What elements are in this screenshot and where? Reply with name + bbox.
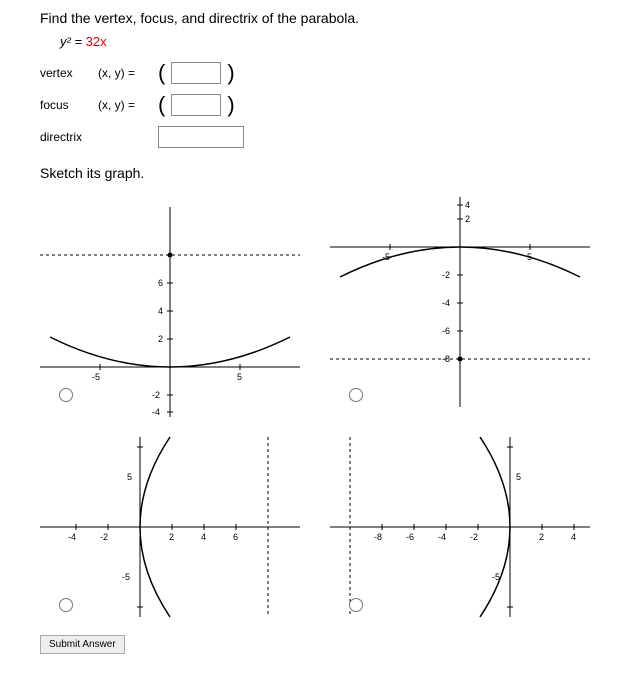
svg-text:4: 4	[465, 200, 470, 210]
svg-text:-6: -6	[406, 532, 414, 542]
graph-radio-2[interactable]	[349, 388, 363, 402]
svg-text:4: 4	[201, 532, 206, 542]
paren-close: )	[227, 62, 234, 84]
y-ticks: 2 4 -2 -4 -6 -8	[442, 200, 470, 364]
dash-marker	[458, 357, 463, 362]
svg-text:-6: -6	[442, 326, 450, 336]
svg-text:-2: -2	[100, 532, 108, 542]
svg-text:-4: -4	[68, 532, 76, 542]
sketch-prompt: Sketch its graph.	[40, 165, 586, 181]
equation: y² = 32x	[60, 34, 586, 49]
svg-text:2: 2	[169, 532, 174, 542]
svg-text:4: 4	[158, 306, 163, 316]
paren-open: (	[158, 62, 165, 84]
graph-option-4: -8 -6 -4 -2 2 4 5 -5	[320, 427, 600, 627]
focus-input[interactable]	[171, 94, 221, 116]
svg-text:-4: -4	[152, 407, 160, 417]
graph-radio-1[interactable]	[59, 388, 73, 402]
svg-text:-5: -5	[122, 572, 130, 582]
dash-marker	[168, 253, 173, 258]
equation-rhs: 32x	[86, 34, 107, 49]
svg-text:5: 5	[516, 472, 521, 482]
svg-text:2: 2	[465, 214, 470, 224]
vertex-xy-label: (x, y) =	[98, 66, 152, 80]
svg-text:-2: -2	[442, 270, 450, 280]
svg-text:2: 2	[158, 334, 163, 344]
svg-text:-4: -4	[438, 532, 446, 542]
focus-xy-label: (x, y) =	[98, 98, 152, 112]
svg-text:-5: -5	[92, 372, 100, 382]
svg-text:5: 5	[127, 472, 132, 482]
graph-option-3: -4 -2 2 4 6 5 -5	[30, 427, 310, 627]
vertex-input[interactable]	[171, 62, 221, 84]
graph-radio-4[interactable]	[349, 598, 363, 612]
svg-text:2: 2	[539, 532, 544, 542]
question-prompt: Find the vertex, focus, and directrix of…	[40, 10, 586, 26]
graph-option-2: 2 4 -2 -4 -6 -8 -5 5	[320, 187, 600, 417]
svg-text:-8: -8	[442, 354, 450, 364]
svg-text:-2: -2	[152, 390, 160, 400]
paren-close: )	[227, 94, 234, 116]
graph-radio-3[interactable]	[59, 598, 73, 612]
directrix-label: directrix	[40, 130, 92, 144]
directrix-input[interactable]	[158, 126, 244, 148]
svg-text:-2: -2	[470, 532, 478, 542]
svg-text:6: 6	[158, 278, 163, 288]
submit-button[interactable]: Submit Answer	[40, 635, 125, 654]
svg-text:4: 4	[571, 532, 576, 542]
svg-text:5: 5	[237, 372, 242, 382]
focus-label: focus	[40, 98, 92, 112]
equation-lhs: y² =	[60, 34, 86, 49]
svg-text:-4: -4	[442, 298, 450, 308]
svg-text:6: 6	[233, 532, 238, 542]
graph-option-1: 2 4 6 -2 -4 -5 5	[30, 187, 310, 417]
vertex-label: vertex	[40, 66, 92, 80]
paren-open: (	[158, 94, 165, 116]
svg-text:-8: -8	[374, 532, 382, 542]
